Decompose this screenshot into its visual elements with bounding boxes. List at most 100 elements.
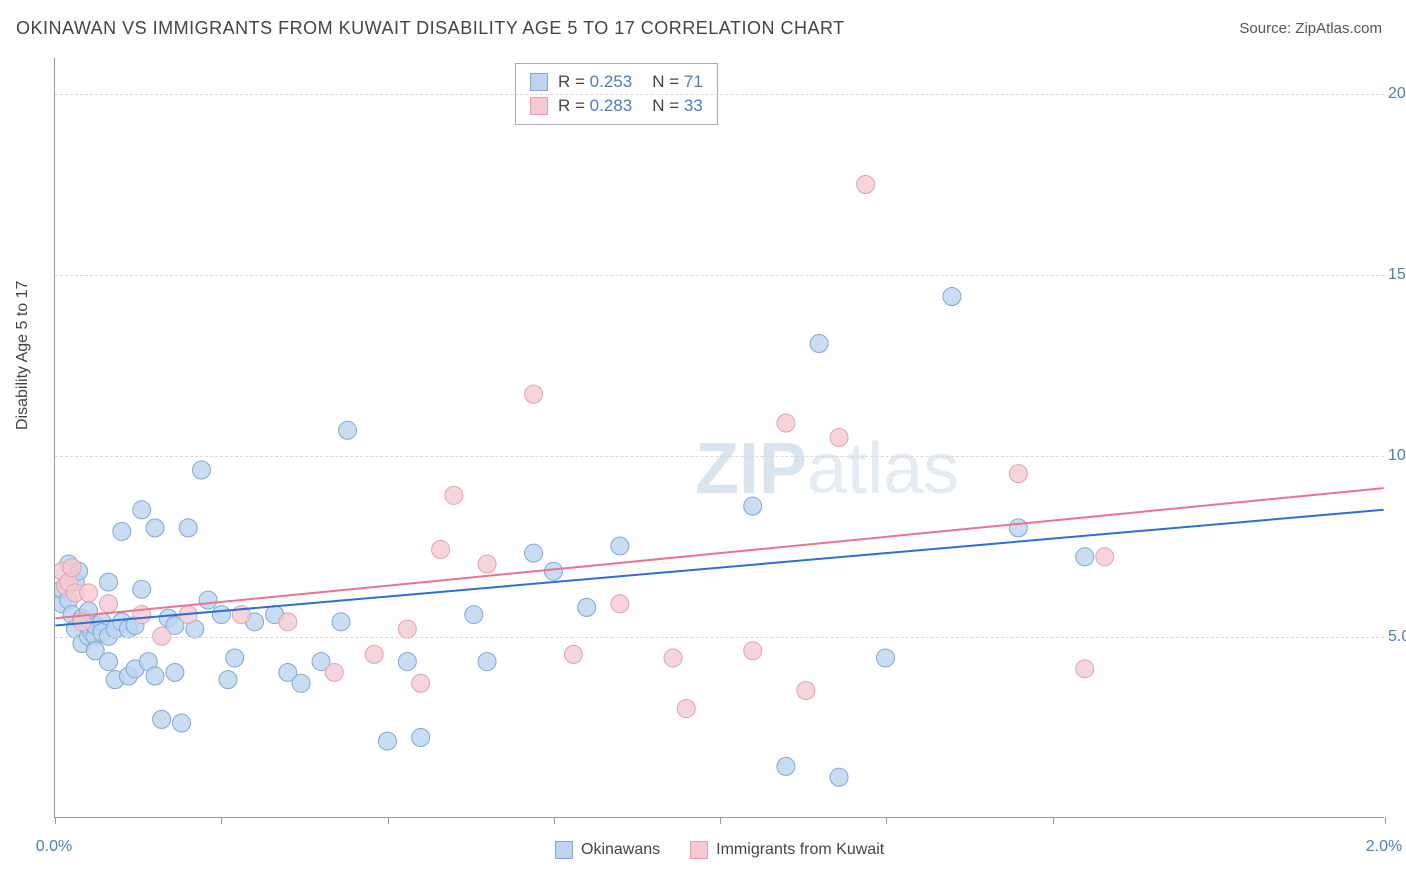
data-point: [73, 609, 91, 627]
x-tick: [886, 817, 887, 824]
data-point: [80, 602, 98, 620]
data-point: [186, 620, 204, 638]
x-tick: [1385, 817, 1386, 824]
data-point: [126, 660, 144, 678]
data-point: [106, 620, 124, 638]
source-attribution: Source: ZipAtlas.com: [1239, 20, 1382, 37]
data-point: [478, 653, 496, 671]
source-link[interactable]: ZipAtlas.com: [1295, 20, 1382, 37]
data-point: [166, 616, 184, 634]
data-point: [1076, 548, 1094, 566]
data-point: [63, 606, 81, 624]
legend-label: Immigrants from Kuwait: [716, 841, 884, 859]
data-point: [166, 663, 184, 681]
data-point: [943, 288, 961, 306]
data-point: [777, 757, 795, 775]
n-stat: N = 71: [652, 72, 703, 92]
data-point: [153, 710, 171, 728]
data-point: [232, 606, 250, 624]
gridline: [55, 456, 1384, 457]
data-point: [56, 577, 74, 595]
data-point: [55, 562, 71, 580]
data-point: [179, 606, 197, 624]
data-point: [1096, 548, 1114, 566]
data-point: [133, 580, 151, 598]
x-tick: [720, 817, 721, 824]
data-point: [106, 671, 124, 689]
data-point: [445, 486, 463, 504]
data-point: [93, 624, 111, 642]
data-point: [339, 421, 357, 439]
data-point: [55, 580, 71, 598]
data-point: [266, 606, 284, 624]
data-point: [212, 606, 230, 624]
data-point: [378, 732, 396, 750]
data-point: [146, 519, 164, 537]
data-point: [525, 385, 543, 403]
data-point: [578, 598, 596, 616]
data-point: [465, 606, 483, 624]
y-tick-label: 20.0%: [1388, 85, 1406, 103]
data-point: [797, 682, 815, 700]
data-point: [332, 613, 350, 631]
data-point: [398, 620, 416, 638]
x-tick: [554, 817, 555, 824]
data-point: [279, 613, 297, 631]
correlation-row: R = 0.253 N = 71: [530, 70, 703, 94]
data-point: [777, 414, 795, 432]
gridline: [55, 275, 1384, 276]
x-tick-label: 2.0%: [1366, 838, 1402, 856]
data-point: [93, 613, 111, 631]
legend-swatch: [530, 73, 548, 91]
data-point: [744, 497, 762, 515]
legend-swatch: [555, 841, 573, 859]
data-point: [199, 591, 217, 609]
series-legend: OkinawansImmigrants from Kuwait: [555, 841, 884, 859]
data-point: [119, 667, 137, 685]
data-point: [877, 649, 895, 667]
data-point: [80, 584, 98, 602]
data-point: [432, 541, 450, 559]
data-point: [126, 616, 144, 634]
data-point: [133, 501, 151, 519]
r-stat: R = 0.283: [558, 96, 632, 116]
data-point: [219, 671, 237, 689]
data-point: [611, 595, 629, 613]
r-stat: R = 0.253: [558, 72, 632, 92]
data-point: [279, 663, 297, 681]
data-point: [365, 645, 383, 663]
data-point: [86, 616, 104, 634]
data-point: [857, 176, 875, 194]
data-point: [226, 649, 244, 667]
data-point: [677, 700, 695, 718]
data-point: [246, 613, 264, 631]
y-tick-label: 5.0%: [1388, 628, 1406, 646]
data-point: [292, 674, 310, 692]
correlation-row: R = 0.283 N = 33: [530, 94, 703, 118]
gridline: [55, 94, 1384, 95]
data-point: [113, 522, 131, 540]
data-point: [70, 562, 88, 580]
x-tick-label: 0.0%: [36, 838, 72, 856]
x-tick: [55, 817, 56, 824]
data-point: [398, 653, 416, 671]
data-point: [60, 555, 78, 573]
data-point: [60, 591, 78, 609]
data-point: [744, 642, 762, 660]
data-point: [63, 559, 81, 577]
data-point: [810, 335, 828, 353]
data-point: [100, 573, 118, 591]
data-point: [830, 768, 848, 786]
watermark-bold: ZIP: [695, 429, 807, 509]
source-label: Source:: [1239, 20, 1291, 37]
data-point: [55, 595, 71, 613]
data-point: [312, 653, 330, 671]
data-point: [830, 429, 848, 447]
data-point: [325, 663, 343, 681]
trend-line: [55, 488, 1383, 618]
data-point: [60, 573, 78, 591]
n-stat: N = 33: [652, 96, 703, 116]
x-tick: [221, 817, 222, 824]
gridline: [55, 637, 1384, 638]
data-point: [525, 544, 543, 562]
